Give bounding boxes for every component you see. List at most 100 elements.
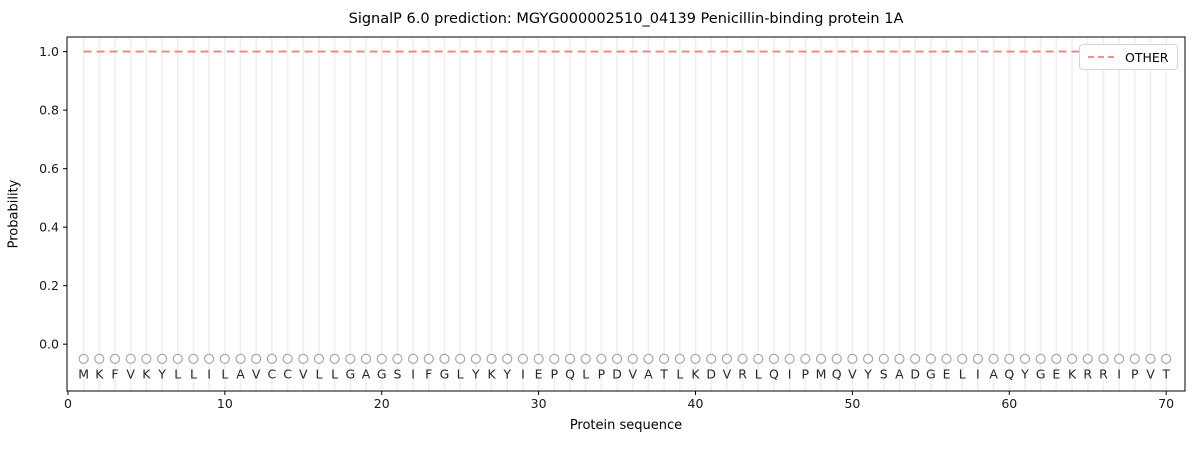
position-marker-circle (941, 353, 952, 364)
position-marker-circle (564, 353, 576, 364)
sequence-letter: Y (502, 366, 511, 381)
sequence-letter: I (207, 366, 211, 381)
sequence-letter: M (78, 366, 89, 381)
sequence-letter: C (268, 366, 277, 381)
sequence-letter: Q (1004, 366, 1014, 381)
sequence-letter: I (411, 366, 415, 381)
sequence-letter: L (959, 366, 966, 381)
position-marker-circle (847, 353, 858, 364)
position-marker-circle (674, 353, 685, 364)
sequence-letter: P (802, 366, 810, 381)
sequence-letter: T (659, 366, 668, 381)
position-marker-circle (1161, 353, 1172, 364)
position-marker-circle (188, 353, 199, 364)
sequence-letter: D (612, 366, 622, 381)
legend: OTHER (1079, 44, 1178, 70)
position-marker-circle (517, 353, 528, 364)
position-marker-circle (78, 353, 89, 364)
y-tick-label: 0.8 (39, 103, 59, 118)
position-marker-circle (204, 353, 215, 364)
position-marker-circle (659, 353, 670, 364)
position-markers (78, 353, 1172, 364)
position-marker-circle (109, 353, 121, 364)
sequence-letter: D (706, 366, 716, 381)
position-marker-circle (753, 353, 764, 364)
legend-other-label: OTHER (1125, 49, 1169, 65)
sequence-letter: L (221, 366, 228, 381)
position-marker-circle (266, 353, 277, 364)
position-marker-circle (376, 353, 387, 364)
sequence-letter: E (535, 366, 543, 381)
position-marker-circle (988, 353, 999, 364)
sequence-letter: G (1036, 366, 1046, 381)
sequence-letter: E (943, 366, 951, 381)
position-marker-circle (1114, 353, 1125, 364)
y-ticks: 0.0 0.2 0.4 0.6 0.8 1.0 (39, 44, 67, 352)
position-marker-circle (1035, 353, 1046, 364)
sequence-letter: P (551, 366, 559, 381)
position-marker-circle (470, 353, 481, 364)
sequence-letter: L (174, 366, 181, 381)
position-marker-circle (925, 353, 936, 364)
sequence-letter: V (299, 366, 308, 381)
x-tick-label: 30 (531, 396, 547, 411)
position-marker-circle (972, 353, 983, 364)
y-tick-label: 1.0 (39, 44, 59, 59)
position-marker-circle (863, 353, 874, 364)
position-marker-circle (408, 353, 419, 364)
position-marker-circle (894, 353, 905, 364)
sequence-letter: R (738, 366, 747, 381)
sequence-letter: V (848, 366, 857, 381)
sequence-letter: K (487, 366, 496, 381)
sequence-letter: C (283, 366, 292, 381)
position-marker-circle (502, 353, 513, 364)
position-marker-circle (282, 353, 293, 364)
sequence-letter: Y (471, 366, 480, 381)
position-marker-circle (721, 353, 732, 364)
position-marker-circle (549, 353, 560, 364)
position-marker-circle (1004, 353, 1015, 364)
sequence-letter: Y (1020, 366, 1029, 381)
sequence-letter: P (598, 366, 606, 381)
y-tick-label: 0.4 (39, 220, 59, 235)
position-marker-circle (815, 353, 827, 364)
sequence-letter: L (315, 366, 322, 381)
position-marker-circle (768, 353, 780, 364)
position-marker-circle (360, 353, 372, 364)
sequence-letter: G (926, 366, 936, 381)
y-tick-label: 0.2 (39, 278, 59, 293)
gridlines (82, 37, 1168, 391)
sequence-letter: A (236, 366, 245, 381)
position-marker-circle (455, 353, 466, 364)
position-marker-circle (251, 353, 262, 364)
sequence-letter: S (880, 366, 888, 381)
position-marker-circle (298, 353, 309, 364)
position-marker-circle (1129, 353, 1140, 364)
position-marker-circle (329, 353, 340, 364)
sequence-letter: Q (832, 366, 842, 381)
position-marker-circle (611, 353, 623, 364)
sequence-letter: R (1099, 366, 1108, 381)
sequence-letter: L (755, 366, 762, 381)
position-marker-circle (1019, 353, 1031, 364)
position-marker-circle (1066, 353, 1078, 364)
sequence-letter: V (628, 366, 637, 381)
sequence-letter: L (457, 366, 464, 381)
position-marker-circle (627, 353, 638, 364)
sequence-letter: M (816, 366, 827, 381)
sequence-letter: Y (863, 366, 872, 381)
x-tick-label: 70 (1158, 396, 1174, 411)
position-marker-circle (157, 353, 168, 364)
sequence-letter: V (126, 366, 135, 381)
sequence-letter: I (788, 366, 792, 381)
position-marker-circle (800, 353, 811, 364)
position-marker-circle (1145, 353, 1156, 364)
x-tick-label: 50 (844, 396, 860, 411)
x-axis-label: Protein sequence (569, 418, 683, 433)
position-marker-circle (1082, 353, 1093, 364)
position-marker-circle (533, 353, 544, 364)
sequence-letter: E (1052, 366, 1060, 381)
sequence-letter: F (111, 366, 118, 381)
position-marker-circle (1051, 353, 1062, 364)
